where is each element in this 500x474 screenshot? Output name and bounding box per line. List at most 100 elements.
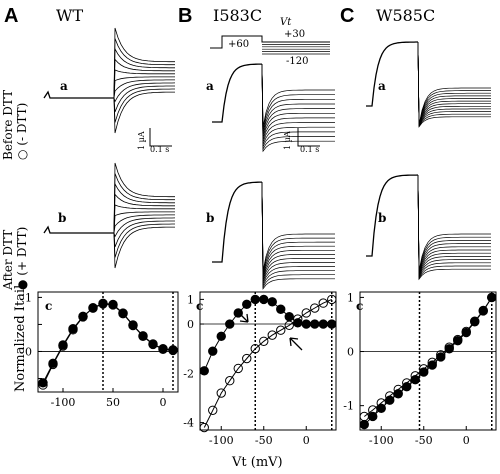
point-A-open-5 (88, 302, 98, 313)
point-B-open-15 (327, 294, 337, 305)
ytick-label-B-0: -4 (183, 417, 194, 430)
trace-tail-5 (113, 211, 175, 234)
point-B-filled-15 (327, 319, 337, 329)
trace-tail-8 (417, 41, 491, 127)
trace-tail-3 (261, 63, 335, 134)
point-A-open-2 (58, 341, 68, 351)
ytick-label-C-0: -1 (343, 400, 354, 413)
trace-prepulse (43, 90, 114, 99)
point-B-filled-9 (276, 304, 286, 314)
trace-family (212, 63, 335, 153)
point-C-open-9 (436, 350, 446, 360)
point-A-open-3 (68, 325, 78, 335)
sublabel-B-b: b (206, 211, 215, 225)
trace-family (212, 181, 335, 290)
trace-tail-6 (261, 181, 335, 281)
plot-frame-B (199, 291, 337, 431)
trace-tail-4 (261, 63, 335, 136)
point-C-filled-9 (436, 352, 446, 362)
point-A-open-10 (138, 331, 148, 341)
trace-tail-1 (113, 173, 175, 234)
sublabel-A-c: c (45, 299, 53, 313)
panel-C-name: W585C (376, 6, 436, 25)
trace-tail-5 (113, 76, 175, 99)
trace-tail-6 (261, 63, 335, 141)
trace-tail-1 (261, 181, 335, 273)
trace-tail-0 (417, 41, 491, 126)
panel-A-name: WT (56, 6, 84, 25)
xlabel: Vt (mV) (232, 455, 283, 470)
trace-activation (212, 63, 262, 123)
series-line-A-open (42, 302, 174, 386)
point-B-filled-10 (284, 311, 294, 322)
point-B-open-8 (267, 330, 277, 340)
point-B-filled-12 (301, 319, 311, 329)
trace-tail-8 (113, 85, 175, 113)
xtick-label-A-1: 50 (106, 396, 120, 409)
trace-tail-4 (417, 41, 491, 126)
point-B-filled-8 (267, 297, 277, 307)
scalebar-B-time: 0.1 s (300, 145, 320, 154)
trace-tail-1 (417, 174, 491, 272)
series-line-C-open (363, 297, 493, 417)
point-A-open-9 (128, 320, 138, 330)
xtick-label-C-1: -50 (415, 434, 433, 447)
point-A-open-0 (38, 380, 48, 390)
ytick-label-A-1: 0 (25, 345, 32, 358)
trace-tail-0 (113, 162, 175, 234)
point-B-open-13 (310, 303, 320, 313)
trace-tail-10 (113, 91, 175, 134)
trace-tail-4 (261, 181, 335, 278)
trace-tail-10 (417, 41, 491, 127)
trace-tail-0 (261, 63, 335, 128)
point-B-open-7 (259, 336, 269, 346)
point-C-open-2 (376, 398, 386, 408)
point-B-filled-14 (318, 319, 328, 329)
series-line-B-open (203, 298, 332, 428)
ytick-label-C-1: 0 (347, 346, 354, 359)
trace-tail-7 (113, 82, 176, 103)
trace-tail-9 (113, 223, 175, 258)
point-C-open-6 (410, 371, 420, 381)
trace-tail-8 (113, 220, 175, 248)
trace-tail-4 (417, 174, 491, 275)
protocol-test-min-label: -120 (286, 56, 309, 67)
protocol-hold-label: +60 (228, 39, 250, 50)
trace-tail-11 (417, 174, 491, 281)
point-A-open-13 (168, 345, 178, 355)
trace-tail-9 (417, 174, 491, 278)
sublabel-A-b: b (58, 211, 67, 225)
point-C-open-5 (402, 378, 412, 388)
trace-family (43, 27, 176, 134)
trace-tail-0 (417, 174, 491, 272)
trace-tail-2 (417, 174, 491, 273)
trace-tail-1 (417, 41, 491, 126)
point-B-open-1 (208, 405, 218, 415)
trace-tail-3 (417, 174, 491, 274)
point-A-open-7 (108, 299, 118, 310)
point-C-open-3 (385, 391, 395, 401)
trace-tail-4 (113, 204, 175, 234)
trace-tail-4 (113, 69, 175, 99)
protocol-vt-label: Vt (280, 17, 292, 28)
point-C-open-10 (444, 342, 454, 352)
point-B-filled-6 (250, 294, 260, 305)
point-B-open-11 (293, 314, 303, 324)
trace-tail-2 (113, 182, 175, 234)
panel-A-letter: A (4, 5, 19, 27)
point-C-open-7 (419, 364, 429, 374)
trace-activation (366, 174, 419, 257)
trace-tail-9 (417, 41, 491, 127)
trace-tail-6 (113, 79, 175, 99)
trace-tail-7 (417, 174, 491, 277)
point-B-filled-3 (225, 319, 235, 329)
scalebar-A-time: 0.1 s (150, 145, 170, 154)
xtick-label-C-2: 0 (463, 434, 470, 447)
xtick-label-B-0: -100 (209, 434, 234, 447)
trace-tail-2 (417, 41, 491, 126)
point-B-open-9 (276, 325, 286, 335)
trace-tail-6 (417, 174, 491, 276)
trace-tail-5 (417, 41, 491, 126)
point-C-open-15 (487, 292, 497, 303)
